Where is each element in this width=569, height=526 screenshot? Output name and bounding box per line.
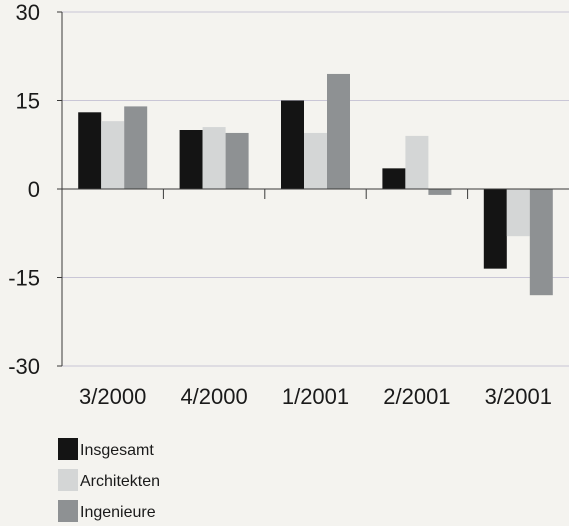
x-tick-label: 3/2000 xyxy=(79,384,146,409)
bar-4-2000-ingenieure xyxy=(225,132,249,189)
y-tick-labels: 30 15 0 -15 -30 xyxy=(8,0,40,379)
bar-3-2000-insgesamt xyxy=(78,112,102,189)
bars xyxy=(78,73,553,296)
bar-2-2001-architekten xyxy=(405,135,429,189)
bar-1-2001-architekten xyxy=(304,132,327,189)
bar-4-2000-architekten xyxy=(202,127,226,189)
y-tick-label: -15 xyxy=(8,266,40,291)
x-tick-labels: 3/2000 4/2000 1/2001 2/2001 3/2001 xyxy=(79,384,552,409)
legend: Insgesamt Architekten Ingenieure xyxy=(58,438,160,522)
gridlines xyxy=(62,11,569,367)
legend-label-insgesamt: Insgesamt xyxy=(80,442,154,459)
bar-1-2001-ingenieure xyxy=(327,73,350,189)
legend-swatch-insgesamt xyxy=(58,438,78,460)
bar-1-2001-insgesamt xyxy=(281,100,304,189)
legend-label-architekten: Architekten xyxy=(80,473,160,490)
y-tick-label: 0 xyxy=(28,177,40,202)
bar-3-2000-architekten xyxy=(101,121,125,189)
bar-2-2001-ingenieure xyxy=(428,189,452,195)
bar-4-2000-insgesamt xyxy=(179,130,203,189)
bar-3-2001-insgesamt xyxy=(483,189,507,269)
legend-swatch-architekten xyxy=(58,469,78,491)
y-tick-label: 15 xyxy=(16,89,40,114)
bar-3-2001-ingenieure xyxy=(529,189,553,296)
x-tick-label: 4/2000 xyxy=(180,384,247,409)
bar-3-2001-architekten xyxy=(506,189,530,237)
x-tick-label: 3/2001 xyxy=(485,384,552,409)
bar-3-2000-ingenieure xyxy=(124,106,148,189)
legend-label-ingenieure: Ingenieure xyxy=(80,504,156,521)
y-tick-label: 30 xyxy=(16,0,40,25)
bar-2-2001-insgesamt xyxy=(382,168,406,189)
x-tick-label: 1/2001 xyxy=(282,384,349,409)
y-tick-label: -30 xyxy=(8,354,40,379)
legend-swatch-ingenieure xyxy=(58,500,78,522)
axes xyxy=(57,11,569,367)
x-tick-label: 2/2001 xyxy=(383,384,450,409)
